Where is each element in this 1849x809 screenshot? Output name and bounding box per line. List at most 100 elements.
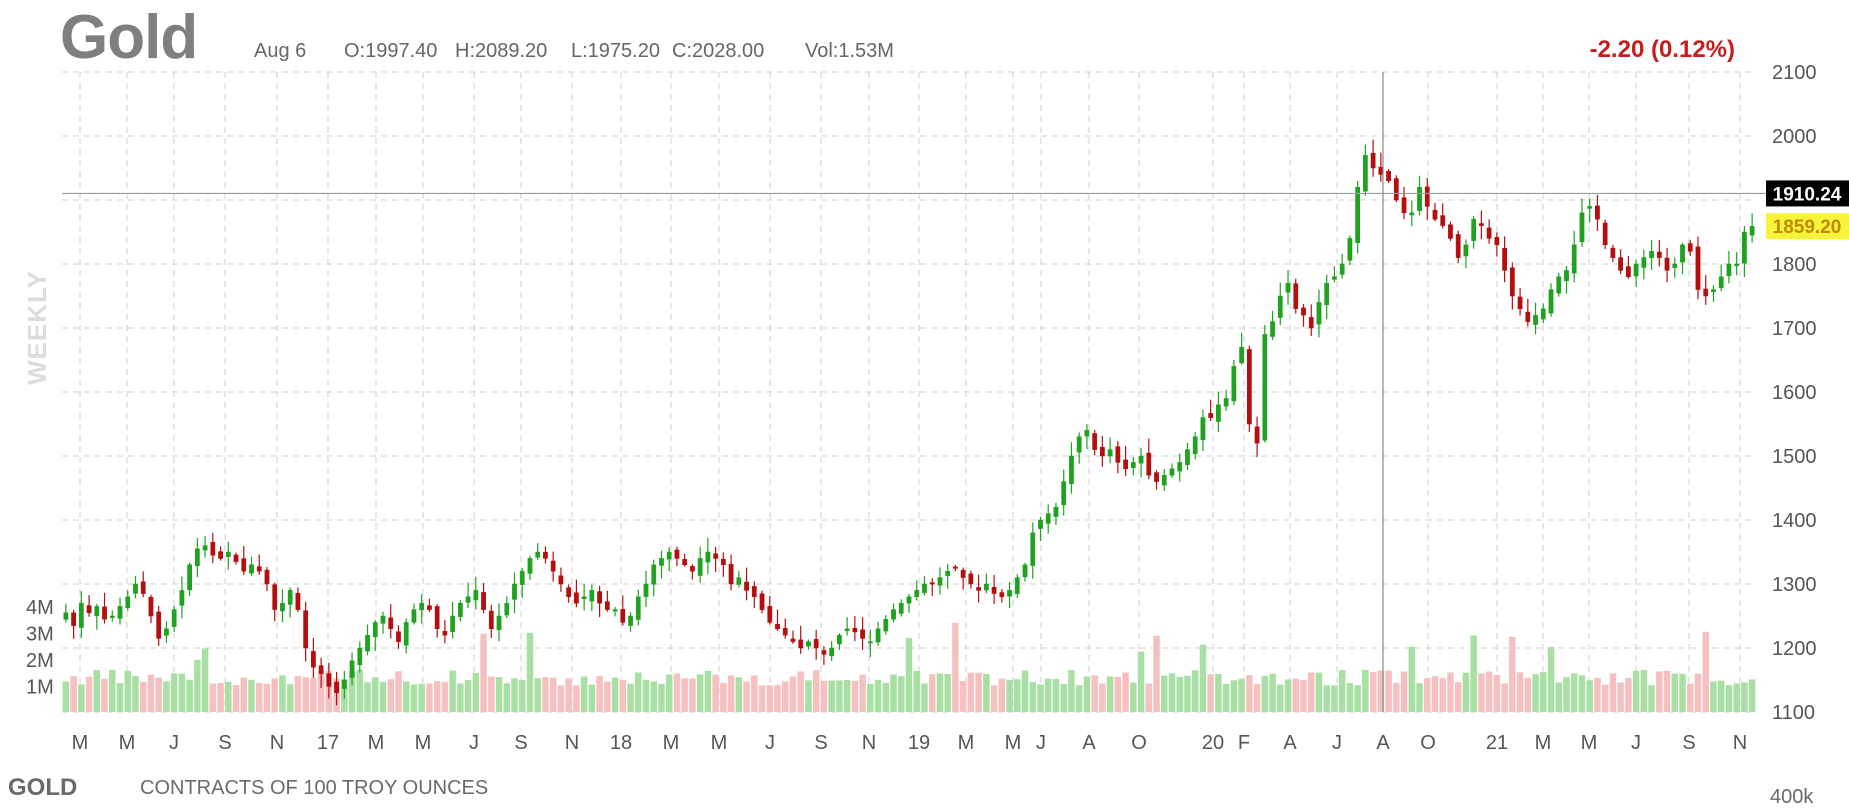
volume-bar (101, 678, 108, 712)
candle-body (249, 564, 254, 574)
volume-bar (1656, 671, 1663, 712)
x-tick-label: S (514, 732, 527, 754)
candle-body (1463, 244, 1469, 257)
candle-body (767, 606, 773, 623)
footer-symbol: GOLD (8, 774, 78, 801)
candle-body (1053, 506, 1059, 517)
y-tick-label: 1300 (1772, 574, 1817, 596)
volume-bar (1075, 685, 1083, 712)
candle-body (1417, 186, 1422, 211)
volume-bar (433, 681, 441, 712)
volume-bar (1679, 673, 1686, 712)
volume-bar (1184, 675, 1191, 712)
candle-body (543, 551, 548, 559)
candle-body (78, 602, 84, 628)
candle-body (1308, 317, 1314, 329)
bar-open: O:1997.40 (344, 40, 438, 62)
volume-bar (147, 674, 155, 712)
candle-body (434, 606, 440, 630)
candle-body (481, 592, 486, 610)
candle-body (1231, 366, 1237, 402)
x-tick-label: J (1631, 732, 1641, 754)
volume-bar (781, 681, 789, 712)
candle-body (1130, 462, 1136, 468)
volume-bar (1230, 680, 1238, 712)
candle-body (983, 583, 989, 591)
volume-bar (294, 675, 302, 712)
volume-bar (1586, 680, 1593, 712)
volume-bar (565, 678, 572, 712)
candle-body (272, 584, 278, 610)
volume-tick-label: 4M (26, 597, 54, 619)
candle-body (241, 558, 247, 572)
x-tick-label: M (368, 732, 385, 754)
volume-bar (774, 685, 781, 712)
volume-bar (1207, 674, 1214, 712)
volume-bar (1331, 685, 1338, 712)
volume-bar (1702, 632, 1709, 712)
volume-bar (124, 670, 131, 712)
volume-bar (673, 673, 681, 712)
candle-body (1347, 238, 1353, 261)
volume-bar (619, 679, 627, 712)
candle-body (775, 623, 780, 630)
y-tick-label: 1100 (1772, 702, 1815, 724)
y-tick-label: 1400 (1772, 510, 1817, 532)
volume-bar (1748, 679, 1756, 712)
candle-body (1502, 248, 1507, 271)
volume-bar (812, 670, 820, 712)
volume-bar (604, 681, 611, 712)
volume-bar (1470, 635, 1477, 712)
volume-bar (1130, 682, 1137, 712)
candle-body (1200, 417, 1206, 440)
x-tick-label: 17 (317, 732, 339, 754)
volume-bar (186, 679, 193, 712)
candle-body (372, 622, 378, 638)
volume-bar (1338, 670, 1346, 712)
volume-bar (735, 677, 743, 712)
volume-bar (990, 685, 998, 712)
candle-body (210, 542, 216, 556)
volume-bar (1671, 673, 1679, 712)
volume-bar (1083, 676, 1091, 712)
volume-bar (665, 674, 673, 712)
volume-bar (70, 676, 77, 712)
volume-bar (480, 633, 487, 712)
volume-bar (1052, 678, 1060, 712)
volume-bar (464, 679, 472, 712)
volume-bar (1733, 683, 1740, 712)
volume-bar (1176, 676, 1183, 712)
candle-body (1680, 244, 1685, 263)
candle-body (465, 596, 471, 603)
volume-bar (867, 683, 874, 712)
candle-body (1007, 590, 1012, 597)
volume-bar (975, 672, 982, 712)
volume-bar (503, 683, 511, 712)
volume-bar (526, 632, 534, 712)
volume-bar (936, 673, 944, 712)
candle-body (659, 558, 664, 566)
candle-body (1092, 433, 1098, 450)
volume-tick-label: 3M (26, 624, 54, 646)
candle-body (937, 577, 943, 586)
candle-body (1486, 227, 1492, 239)
candle-body (125, 596, 131, 608)
volume-bar (1153, 635, 1160, 712)
volume-bar (1215, 674, 1222, 712)
volume-bar (1431, 676, 1439, 712)
volume-bar (1540, 672, 1547, 712)
volume-bar (348, 671, 356, 712)
candle-body (860, 629, 865, 639)
candle-body (133, 583, 138, 594)
volume-bar (1014, 679, 1021, 712)
candle-body (1339, 263, 1345, 275)
candle-body (1107, 449, 1113, 457)
volume-bar (720, 682, 727, 712)
bar-high: H:2089.20 (455, 40, 548, 62)
candle-body (1022, 564, 1028, 578)
volume-bar (1323, 685, 1330, 712)
volume-bar (1393, 682, 1400, 712)
volume-bar (921, 683, 928, 712)
